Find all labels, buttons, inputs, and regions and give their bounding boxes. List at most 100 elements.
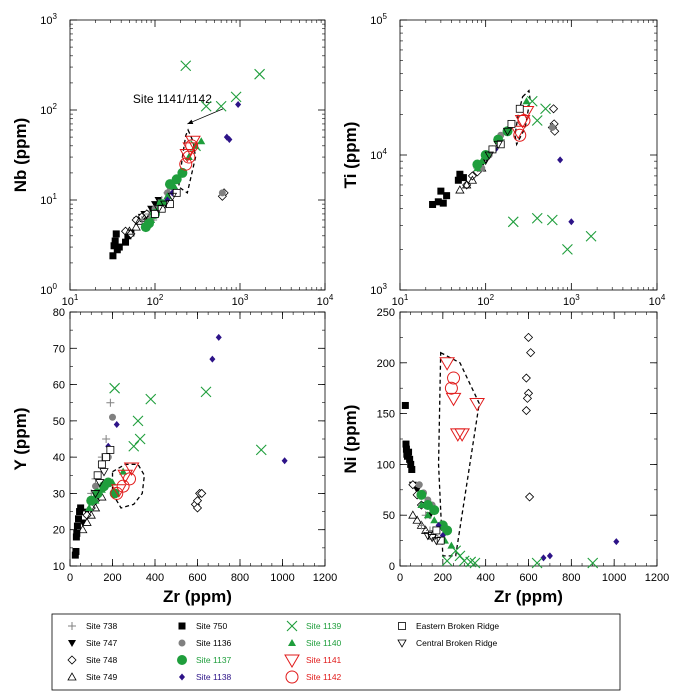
x-tick-exponent: 1 — [74, 293, 79, 302]
data-point — [109, 252, 117, 260]
legend-marker — [67, 655, 77, 665]
y-tick-label: 40 — [53, 452, 65, 464]
legend-item: Site 1140 — [288, 638, 342, 648]
x-tick-label: 0 — [397, 572, 403, 584]
data-point — [159, 200, 170, 209]
series-site-1139 — [109, 382, 267, 456]
legend-item: Site 1138 — [179, 672, 232, 682]
data-point — [454, 428, 470, 442]
data-point — [200, 386, 212, 398]
data-point — [192, 503, 203, 513]
series-site-1137 — [416, 489, 453, 536]
legend-marker — [179, 673, 185, 681]
data-point — [408, 465, 416, 473]
data-point — [540, 554, 547, 562]
y-tick-label: 200 — [377, 358, 395, 370]
data-point — [413, 486, 422, 494]
data-point — [167, 192, 178, 202]
data-point — [142, 221, 151, 229]
x-tick-label: 600 — [519, 572, 537, 584]
y-tick-label: 60 — [53, 380, 65, 392]
data-point — [568, 218, 575, 226]
data-point — [436, 536, 445, 545]
data-point — [562, 243, 573, 255]
x-tick-label: 1000 — [270, 572, 294, 584]
y-tick-label: 150 — [377, 409, 395, 421]
x-axis-label: Zr (ppm) — [494, 587, 563, 606]
data-point — [417, 521, 426, 530]
legend-label: Site 750 — [196, 621, 227, 631]
data-point — [111, 237, 119, 245]
data-point — [540, 103, 551, 115]
data-point — [416, 489, 427, 500]
data-point — [170, 182, 179, 190]
data-point — [427, 534, 437, 543]
y-tick-label: 30 — [53, 488, 65, 500]
series-central-broken-ridge — [153, 192, 178, 214]
data-point — [235, 101, 242, 109]
data-point — [521, 405, 531, 416]
data-point — [132, 415, 144, 427]
data-point — [97, 485, 106, 493]
data-point — [442, 525, 453, 536]
legend: Site 738 Site 747 Site 748 Site 749 Site 750… — [51, 613, 621, 691]
series-site-1139 — [507, 95, 597, 255]
data-point — [401, 401, 409, 409]
legend-box — [51, 613, 621, 691]
data-point — [131, 222, 141, 231]
data-point — [521, 373, 531, 383]
y-axis-label: Y (ppm) — [11, 408, 30, 471]
data-point — [153, 205, 164, 214]
plot-frame — [69, 19, 326, 291]
data-point — [72, 547, 80, 555]
data-point — [90, 503, 101, 512]
legend-item: Site 738 — [68, 621, 117, 631]
x-tick-label: 103 — [232, 293, 249, 308]
data-point — [90, 490, 101, 499]
y-tick-label: 103 — [370, 282, 387, 297]
legend-label: Site 1142 — [306, 672, 342, 682]
data-point — [179, 157, 193, 171]
data-point — [82, 517, 92, 526]
y-tick-exponent: 5 — [383, 12, 388, 21]
y-tick-exponent: 3 — [383, 282, 388, 291]
data-point — [102, 435, 111, 443]
data-point — [405, 448, 413, 456]
legend-item: Site 1136 — [178, 638, 232, 648]
series-site-748 — [408, 332, 536, 510]
data-point — [255, 444, 267, 456]
data-point — [77, 504, 85, 512]
legend-label: Central Broken Ridge — [416, 638, 498, 648]
data-point — [73, 522, 81, 530]
data-point — [429, 200, 437, 208]
x-tick-label: 400 — [476, 572, 494, 584]
data-point — [407, 460, 415, 468]
x-tick-label: 1200 — [313, 572, 337, 584]
data-point — [423, 532, 433, 541]
data-point — [522, 97, 531, 105]
data-point — [473, 164, 482, 172]
y-tick-label: 103 — [40, 12, 57, 27]
series-central-broken-ridge — [423, 532, 442, 546]
legend-marker — [177, 655, 187, 665]
data-point — [230, 91, 242, 103]
x-tick-label: 1000 — [602, 572, 626, 584]
legend-label: Site 748 — [86, 655, 117, 665]
data-point — [109, 488, 120, 499]
data-point — [484, 151, 494, 160]
legend-label: Site 1141 — [306, 655, 342, 665]
data-point — [163, 192, 172, 200]
data-point — [108, 478, 117, 486]
data-point — [493, 140, 503, 150]
data-point — [454, 176, 462, 184]
legend-item: Site 747 — [68, 638, 117, 648]
data-point — [197, 488, 207, 498]
data-point — [166, 200, 174, 209]
data-point — [613, 538, 620, 546]
legend-item: Central Broken Ridge — [397, 638, 498, 648]
series-central-broken-ridge — [484, 127, 513, 160]
data-point — [134, 433, 146, 445]
data-point — [109, 382, 121, 394]
x-tick-label: 102 — [147, 293, 164, 308]
